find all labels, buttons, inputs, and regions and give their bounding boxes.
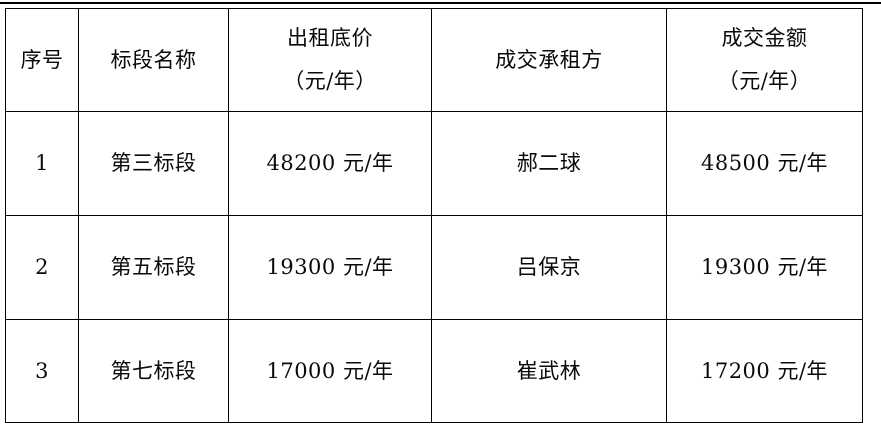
cell-base-price: 48200 元/年 (228, 111, 432, 216)
cell-lessee: 郝二球 (431, 111, 667, 216)
cell-seq-value: 2 (35, 255, 49, 280)
cell-amount: 17200 元/年 (666, 319, 863, 423)
cell-section: 第七标段 (78, 319, 229, 423)
table-row: 1 第三标段 48200 元/年 郝二球 48500 元/年 (5, 111, 863, 216)
cell-lessee: 崔武林 (431, 319, 667, 423)
column-header-amount: 成交金额 （元/年） (666, 8, 863, 112)
column-header-lessee: 成交承租方 (431, 8, 667, 112)
column-header-base-price-unit: （元/年） (283, 69, 377, 93)
cell-base-price-value: 17000 元/年 (266, 358, 394, 383)
page-top-rule (0, 2, 881, 4)
table-row: 2 第五标段 19300 元/年 吕保京 19300 元/年 (5, 215, 863, 320)
cell-base-price: 17000 元/年 (228, 319, 432, 423)
cell-lessee-value: 吕保京 (516, 255, 582, 280)
column-header-base-price-main: 出租底价 (287, 26, 373, 51)
cell-amount-value: 19300 元/年 (700, 255, 829, 280)
cell-seq-value: 1 (35, 151, 49, 176)
column-header-section: 标段名称 (78, 8, 229, 112)
cell-section-value: 第三标段 (110, 151, 197, 176)
cell-base-price-value: 19300 元/年 (266, 255, 394, 280)
cell-amount-value: 48500 元/年 (700, 151, 829, 176)
column-header-seq: 序号 (5, 8, 79, 112)
cell-amount-value: 17200 元/年 (700, 358, 829, 383)
cell-section: 第五标段 (78, 215, 229, 320)
bid-result-table-wrapper: 序号 标段名称 出租底价 （元/年） 成交承租方 成交金额 （元/年） (5, 8, 863, 423)
cell-section: 第三标段 (78, 111, 229, 216)
column-header-seq-main: 序号 (20, 47, 64, 72)
cell-seq-value: 3 (35, 358, 49, 383)
cell-amount: 19300 元/年 (666, 215, 863, 320)
cell-lessee: 吕保京 (431, 215, 667, 320)
cell-lessee-value: 郝二球 (516, 151, 582, 176)
column-header-amount-unit: （元/年） (717, 69, 812, 93)
table-row: 3 第七标段 17000 元/年 崔武林 17200 元/年 (5, 319, 863, 423)
cell-lessee-value: 崔武林 (516, 358, 582, 383)
cell-seq: 1 (5, 111, 79, 216)
cell-base-price-value: 48200 元/年 (266, 151, 394, 176)
cell-seq: 3 (5, 319, 79, 423)
table-header-row: 序号 标段名称 出租底价 （元/年） 成交承租方 成交金额 （元/年） (5, 8, 863, 112)
cell-section-value: 第七标段 (110, 358, 197, 383)
column-header-section-main: 标段名称 (110, 47, 197, 72)
column-header-amount-main: 成交金额 (721, 26, 808, 51)
column-header-base-price: 出租底价 （元/年） (228, 8, 432, 112)
cell-section-value: 第五标段 (110, 255, 197, 280)
bid-result-table: 序号 标段名称 出租底价 （元/年） 成交承租方 成交金额 （元/年） (5, 8, 863, 423)
cell-amount: 48500 元/年 (666, 111, 863, 216)
column-header-lessee-main: 成交承租方 (495, 47, 603, 72)
cell-seq: 2 (5, 215, 79, 320)
cell-base-price: 19300 元/年 (228, 215, 432, 320)
